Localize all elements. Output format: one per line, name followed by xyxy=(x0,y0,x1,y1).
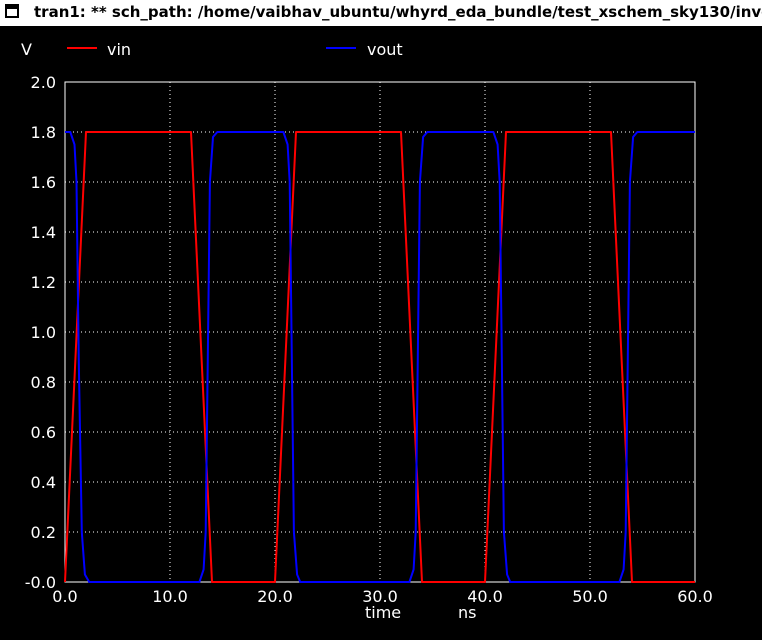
window-icon[interactable] xyxy=(5,4,19,18)
y-tick-label: 0.8 xyxy=(31,373,56,392)
window-title: tran1: ** sch_path: /home/vaibhav_ubuntu… xyxy=(34,3,762,21)
y-tick-label: 0.2 xyxy=(31,523,56,542)
x-tick-label: 30.0 xyxy=(362,587,398,606)
legend-label-vout: vout xyxy=(367,40,403,59)
x-tick-label: 10.0 xyxy=(152,587,188,606)
y-tick-label: 1.8 xyxy=(31,123,56,142)
y-tick-label: 0.6 xyxy=(31,423,56,442)
legend: vin vout xyxy=(67,40,403,59)
y-tick-label: 1.0 xyxy=(31,323,56,342)
x-unit-label: ns xyxy=(458,603,476,622)
y-tick-label: 2.0 xyxy=(31,73,56,92)
y-tick-labels: -0.0 0.2 0.4 0.6 0.8 1.0 1.2 1.4 1.6 1.8 2.0 xyxy=(25,73,56,592)
waveform-viewer[interactable]: -0.0 0.2 0.4 0.6 0.8 1.0 1.2 1.4 1.6 1.8 2.0 0.0 10… xyxy=(0,26,762,640)
y-tick-label: -0.0 xyxy=(25,573,56,592)
x-tick-label: 20.0 xyxy=(257,587,293,606)
y-tick-label: 1.6 xyxy=(31,173,56,192)
x-tick-label: 50.0 xyxy=(572,587,608,606)
grid xyxy=(64,81,696,583)
series-line-vin xyxy=(64,131,695,583)
x-axis-label: time xyxy=(365,603,401,622)
y-unit-label: V xyxy=(21,40,32,59)
y-tick-label: 1.4 xyxy=(31,223,56,242)
waveform-chart[interactable]: -0.0 0.2 0.4 0.6 0.8 1.0 1.2 1.4 1.6 1.8 2.0 0.0 10… xyxy=(0,26,762,640)
x-tick-labels: 0.0 10.0 20.0 30.0 40.0 50.0 60.0 xyxy=(52,587,713,606)
x-tick-label: 0.0 xyxy=(52,587,77,606)
series-line-vout xyxy=(65,131,695,583)
y-tick-label: 0.4 xyxy=(31,473,56,492)
y-tick-label: 1.2 xyxy=(31,273,56,292)
x-tick-label: 40.0 xyxy=(467,587,503,606)
window-titlebar: tran1: ** sch_path: /home/vaibhav_ubuntu… xyxy=(0,0,762,26)
x-tick-label: 60.0 xyxy=(677,587,713,606)
legend-label-vin: vin xyxy=(107,40,131,59)
